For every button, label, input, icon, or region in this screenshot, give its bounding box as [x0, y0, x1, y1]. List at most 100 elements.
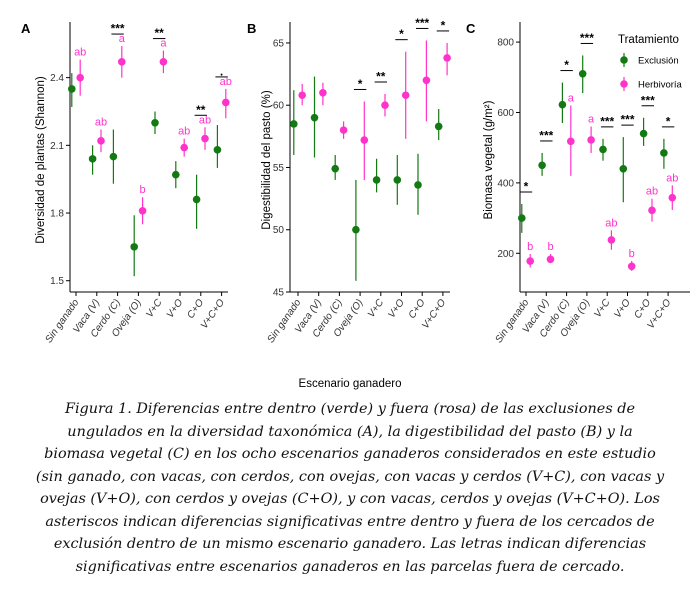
- data-point: [151, 118, 159, 127]
- y-tick-label: 60: [273, 101, 285, 112]
- group-letter: a: [568, 92, 575, 104]
- panel-label: C: [466, 21, 476, 36]
- caption-line: (sin ganado, con vacas, con cerdos, con …: [35, 468, 665, 485]
- data-point: [68, 85, 76, 93]
- x-tick-label: V+O: [386, 297, 407, 320]
- significance-mark: ***: [111, 22, 125, 36]
- legend-key-point: [620, 80, 628, 88]
- y-tick-label: 1.5: [50, 276, 64, 287]
- group-letter: b: [547, 241, 553, 253]
- y-axis-label: Diversidad de plantas (Shannon): [35, 76, 47, 244]
- x-tick-label: V+C: [592, 297, 613, 320]
- data-point: [443, 54, 451, 62]
- data-point: [414, 181, 422, 189]
- data-point: [138, 206, 147, 215]
- significance-mark: ***: [620, 113, 634, 127]
- data-point: [607, 236, 616, 244]
- data-point: [538, 161, 546, 170]
- data-point: [518, 214, 526, 222]
- y-tick-label: 600: [497, 108, 514, 119]
- data-point: [118, 58, 126, 66]
- shared-x-axis-label: Escenario ganadero: [299, 378, 402, 390]
- group-letter: b: [629, 248, 635, 260]
- data-point: [360, 136, 369, 144]
- panel-label: B: [247, 21, 256, 36]
- significance-mark: ***: [600, 114, 614, 128]
- significance-mark: ***: [415, 16, 429, 30]
- data-point: [668, 193, 677, 202]
- group-letter: ab: [666, 172, 678, 184]
- data-point: [526, 257, 534, 265]
- caption-line: ungulados en la diversidad taxonómica (A…: [67, 423, 633, 440]
- group-letter: b: [527, 241, 533, 253]
- significance-mark: ***: [580, 31, 594, 45]
- significance-mark: **: [196, 103, 206, 117]
- significance-mark: **: [376, 70, 386, 84]
- data-point: [567, 137, 575, 146]
- data-point: [97, 137, 105, 145]
- group-letter: a: [119, 33, 126, 45]
- significance-mark: *: [399, 27, 404, 41]
- x-tick-label: V+O: [612, 297, 633, 320]
- caption-line: exclusión dentro de un mismo escenario g…: [53, 536, 647, 552]
- caption-line: significativas entre escenarios ganadero…: [75, 558, 625, 575]
- y-tick-label: 400: [497, 178, 514, 189]
- caption-line: biomasa vegetal (C) en los ocho escenari…: [44, 446, 656, 462]
- y-tick-label: 1.8: [50, 209, 64, 220]
- data-point: [372, 176, 381, 184]
- data-point: [434, 122, 443, 131]
- legend-label: Herbivoría: [638, 80, 683, 91]
- data-point: [648, 206, 656, 215]
- group-letter: ab: [220, 76, 232, 88]
- significance-mark: *: [441, 18, 446, 32]
- data-point: [587, 136, 595, 144]
- group-letter: ab: [95, 117, 107, 129]
- data-point: [319, 88, 327, 97]
- data-point: [422, 76, 431, 85]
- group-letter: ab: [646, 186, 658, 198]
- significance-mark: *: [564, 58, 569, 72]
- y-axis-label: Biomasa vegetal (g/m²): [483, 100, 495, 219]
- data-point: [331, 164, 340, 173]
- data-point: [201, 134, 209, 143]
- significance-mark: ***: [641, 93, 655, 107]
- y-tick-label: 50: [273, 225, 285, 236]
- data-point: [578, 69, 587, 78]
- data-point: [290, 120, 298, 128]
- group-letter: a: [160, 38, 167, 50]
- y-tick-label: 2.4: [50, 73, 64, 84]
- data-point: [310, 113, 319, 122]
- x-tick-label: V+C: [144, 297, 165, 320]
- figure-caption: Figura 1. Diferencias entre dentro (verd…: [8, 398, 692, 578]
- data-point: [109, 152, 118, 161]
- data-point: [381, 101, 389, 110]
- significance-mark: ***: [539, 128, 553, 142]
- caption-line: ovejas (V+O), con cerdos y ovejas (C+O),…: [40, 491, 660, 507]
- group-letter: b: [140, 184, 146, 196]
- legend-title: Tratamiento: [618, 34, 679, 46]
- data-point: [352, 225, 360, 234]
- data-point: [159, 58, 168, 66]
- group-letter: ab: [74, 47, 86, 59]
- group-letter: a: [588, 114, 595, 126]
- caption-line: Figura 1. Diferencias entre dentro (verd…: [64, 401, 636, 417]
- y-tick-label: 2.1: [50, 141, 64, 152]
- data-point: [172, 170, 180, 179]
- significance-mark: *: [358, 77, 363, 91]
- data-point: [627, 262, 636, 271]
- data-point: [619, 165, 628, 173]
- x-tick-label: V+O: [165, 297, 186, 320]
- data-point: [660, 149, 668, 157]
- data-point: [192, 195, 201, 204]
- legend: Tratamiento Exclusión Herbivoría: [618, 34, 683, 91]
- data-point: [213, 146, 222, 154]
- x-tick-label: V+C: [366, 297, 387, 320]
- y-tick-label: 45: [273, 288, 285, 299]
- data-point: [401, 91, 410, 100]
- data-point: [599, 145, 607, 154]
- data-point: [639, 129, 648, 138]
- panel-label: A: [21, 21, 31, 36]
- legend-label: Exclusión: [638, 56, 679, 67]
